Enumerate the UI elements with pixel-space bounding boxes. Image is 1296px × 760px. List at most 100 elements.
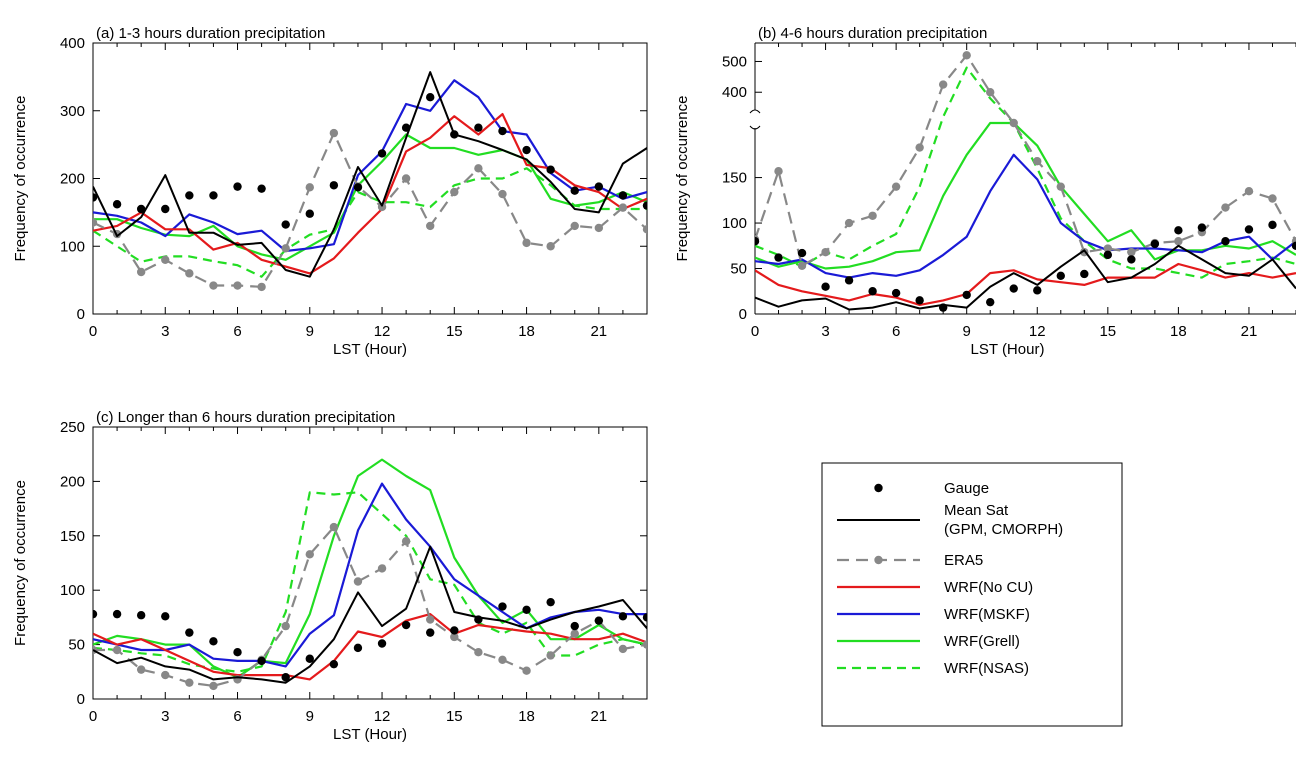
y-tick-label: 250: [60, 419, 85, 436]
era5-point: [1009, 118, 1018, 128]
x-tick-label: 0: [89, 323, 97, 340]
x-axis-label: LST (Hour): [333, 726, 407, 743]
gauge-point: [426, 628, 435, 637]
gauge-point: [774, 253, 783, 262]
gauge-point: [305, 654, 314, 663]
gauge-point: [821, 282, 830, 291]
plot-frame: [92, 426, 648, 700]
gauge-point: [915, 296, 924, 305]
x-tick-label: 18: [1170, 323, 1187, 340]
era5-point: [185, 678, 194, 687]
series-line-nocu: [755, 262, 1296, 306]
x-tick-label: 3: [161, 323, 169, 340]
legend-label-2: (GPM, CMORPH): [944, 521, 1063, 538]
era5-point: [281, 621, 290, 631]
era5-point: [474, 164, 483, 173]
era5-point: [594, 223, 604, 233]
gauge-point: [844, 276, 854, 285]
gauge-point: [185, 628, 194, 637]
gauge-point: [618, 612, 628, 621]
x-tick-label: 12: [1029, 323, 1046, 340]
series-line-era5: [93, 132, 647, 288]
y-tick-label: 400: [60, 35, 85, 52]
series-line-mean_sat: [93, 71, 647, 278]
era5-point: [570, 629, 579, 638]
series-line-nocu: [93, 112, 647, 275]
gauge-point: [353, 643, 363, 653]
x-axis-label: LST (Hour): [971, 341, 1045, 358]
gauge-point: [377, 149, 387, 158]
gauge-point: [522, 605, 531, 614]
y-tick-label: 100: [722, 215, 747, 232]
gauge-point: [257, 184, 266, 193]
y-tick-label: 50: [68, 637, 85, 654]
series-line-era5: [93, 525, 647, 688]
era5-point: [401, 174, 411, 183]
y-axis-label: Frequency of occurrence: [12, 480, 29, 646]
era5-point: [136, 267, 146, 277]
x-tick-label: 21: [590, 708, 607, 725]
gauge-point: [112, 609, 122, 619]
plot-area: [755, 51, 1296, 312]
era5-point: [329, 522, 339, 532]
x-tick-label: 21: [590, 323, 607, 340]
era5-point: [1221, 203, 1230, 212]
era5-point: [797, 261, 807, 270]
gauge-point: [426, 93, 435, 102]
era5-point: [915, 143, 924, 152]
era5-point: [570, 221, 579, 231]
x-tick-label: 6: [233, 323, 241, 340]
era5-point: [821, 247, 830, 257]
x-tick-label: 21: [1241, 323, 1258, 340]
era5-point: [522, 238, 531, 248]
panel-title: (b) 4-6 hours duration precipitation: [758, 25, 987, 42]
legend-label: WRF(Grell): [944, 633, 1020, 650]
era5-point: [161, 670, 170, 680]
era5-point: [844, 218, 854, 228]
gauge-point: [329, 181, 339, 190]
gauge-point: [233, 182, 242, 191]
x-tick-label: 9: [963, 323, 971, 340]
era5-point: [498, 655, 507, 665]
series-line-mskf: [755, 153, 1296, 279]
era5-point: [474, 648, 483, 657]
gauge-point: [281, 673, 290, 682]
series-line-grell: [93, 133, 647, 261]
gauge-point: [546, 165, 555, 174]
gauge-point: [450, 130, 459, 139]
gauge-point: [642, 613, 647, 622]
panel-title: (c) Longer than 6 hours duration precipi…: [96, 409, 395, 426]
y-tick-label: 0: [77, 306, 85, 323]
era5-point: [1056, 182, 1065, 191]
gauge-point: [797, 248, 807, 258]
era5-point: [450, 632, 459, 642]
series-line-era5: [755, 54, 1296, 267]
gauge-point: [377, 639, 387, 648]
series-line-nsas: [755, 66, 1296, 279]
era5-point: [257, 282, 266, 292]
era5-point: [891, 182, 901, 191]
era5-point: [618, 203, 628, 212]
series-line-mean_sat: [755, 244, 1296, 311]
gauge-point: [474, 615, 483, 624]
gauge-point: [161, 204, 170, 214]
legend-era5-dot: [874, 555, 883, 565]
era5-point: [426, 615, 435, 624]
era5-point: [329, 128, 339, 138]
era5-point: [136, 665, 146, 674]
gauge-point: [498, 126, 507, 136]
y-tick-label: 300: [60, 103, 85, 120]
era5-point: [546, 242, 555, 251]
gauge-point: [93, 609, 98, 619]
era5-point: [1174, 237, 1183, 246]
panel-c: 0 3 6 9 12 15 18 21 0 50 100 150 200 250 (c) Longer th…: [12, 409, 648, 743]
era5-point: [401, 537, 411, 546]
gauge-point: [1009, 284, 1018, 293]
gauge-point: [1244, 225, 1254, 234]
series-line-nsas: [93, 167, 647, 278]
era5-point: [305, 550, 314, 559]
x-tick-label: 18: [518, 708, 535, 725]
era5-point: [450, 187, 459, 197]
gauge-point: [401, 123, 411, 132]
era5-point: [233, 281, 242, 290]
